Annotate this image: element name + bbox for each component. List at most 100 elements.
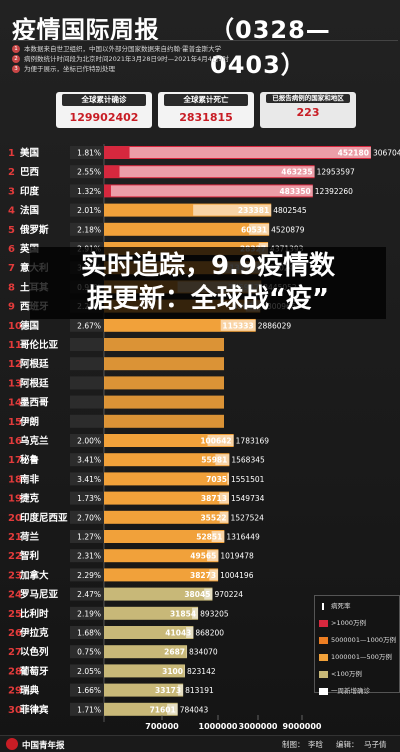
death-rate-cell xyxy=(70,414,104,428)
country-label: 法国 xyxy=(20,205,39,217)
country-label: 俄罗斯 xyxy=(19,224,49,236)
credit-designer-label: 制图： xyxy=(282,740,305,749)
publisher-logo-icon xyxy=(6,738,18,750)
bullet-1-icon: 1 xyxy=(12,45,20,53)
stat-total-deaths: 全球累计死亡 2831815 xyxy=(158,92,254,128)
death-rate-label: 3.41% xyxy=(77,475,101,484)
country-label: 巴西 xyxy=(20,167,40,178)
country-label: 阿根廷 xyxy=(20,358,49,370)
rank-label: 8 xyxy=(8,282,15,293)
total-label: 1783169 xyxy=(236,437,270,446)
total-bar xyxy=(104,530,225,543)
rank-label: 6 xyxy=(8,244,15,255)
rank-label: 16 xyxy=(8,436,22,447)
rank-label: 12 xyxy=(8,359,22,370)
rank-label: 21 xyxy=(8,532,22,543)
rank-label: 15 xyxy=(8,417,22,428)
weekly-label: 38273 xyxy=(190,571,216,580)
death-rate-cell xyxy=(70,376,104,390)
news-banner: 实时追踪，9.9疫情数 据更新：全球战“疫” xyxy=(30,247,386,319)
rank-label: 27 xyxy=(8,647,22,658)
death-rate-swatch-icon xyxy=(322,603,324,610)
country-label: 乌克兰 xyxy=(20,435,49,447)
weekly-bar xyxy=(193,204,272,216)
publisher-name: 中国青年报 xyxy=(22,741,65,751)
total-bar xyxy=(104,453,230,467)
header: 疫情国际周报 （0328—0403） 1 本数据来自世卫组织，中国以外部分国家数据… xyxy=(0,0,400,92)
death-rate-cell xyxy=(70,395,104,409)
weekly-label: 115333 xyxy=(222,321,253,330)
total-bar xyxy=(104,357,224,371)
x-tick-label: 1000000 xyxy=(199,722,238,731)
death-rate-cell xyxy=(70,184,104,198)
death-rate-cell xyxy=(70,683,104,697)
weekly-bar xyxy=(204,588,213,600)
swatch-icon xyxy=(319,620,328,627)
total-bar xyxy=(104,568,219,582)
bullet-2-icon: 2 xyxy=(12,55,20,63)
rank-label: 20 xyxy=(8,513,22,524)
death-rate-label: 2.05% xyxy=(77,667,101,676)
total-bar xyxy=(104,491,229,505)
death-rate-cell xyxy=(70,222,104,236)
rank-label: 2 xyxy=(8,167,15,178)
weekly-label: 38045 xyxy=(184,590,210,599)
country-label: 加拿大 xyxy=(19,569,49,581)
death-rate-cell xyxy=(70,434,104,447)
legend-item: 5000001—1000万例 xyxy=(315,634,399,647)
death-rate-label: 2.00% xyxy=(77,437,101,446)
total-label: 4520879 xyxy=(271,225,305,234)
weekly-bar xyxy=(207,550,219,562)
country-label: 伊拉克 xyxy=(19,627,49,639)
country-label: 菲律宾 xyxy=(20,704,49,716)
rank-label: 3 xyxy=(8,186,15,197)
weekly-label: 7035 xyxy=(206,475,227,484)
legend: 病死率 >1000万例 5000001—1000万例 1000001—500万例… xyxy=(314,595,400,695)
death-rate-cell xyxy=(70,165,104,179)
credit-editor-label: 编辑： xyxy=(336,740,359,749)
rank-label: 29 xyxy=(8,686,22,697)
total-bar xyxy=(104,472,230,486)
death-rate-cell xyxy=(70,318,104,332)
weekly-label: 52851 xyxy=(196,533,222,542)
weekly-bar xyxy=(167,703,178,715)
swatch-icon xyxy=(319,688,328,695)
rank-label: 17 xyxy=(8,455,22,466)
footer: 中国青年报 制图： 李晗 编辑： 马子倩 xyxy=(0,735,400,752)
rank-label: 5 xyxy=(8,225,15,236)
credit-designer: 李晗 xyxy=(308,740,323,749)
weekly-bar xyxy=(119,166,315,178)
weekly-label: 41043 xyxy=(165,629,191,638)
death-rate-cell xyxy=(70,530,104,543)
country-label: 罗马尼亚 xyxy=(20,590,59,601)
weekly-label: 2687 xyxy=(164,648,185,657)
death-rate-label: 1.81% xyxy=(77,149,101,158)
weekly-bar xyxy=(177,684,184,696)
country-label: 印度 xyxy=(20,185,40,197)
death-rate-label: 3.41% xyxy=(77,456,101,465)
total-bar xyxy=(104,606,199,620)
swatch-icon xyxy=(319,637,328,644)
death-rate-label: 1.27% xyxy=(77,533,101,542)
death-rate-cell xyxy=(70,626,104,639)
weekly-label: 31854 xyxy=(170,609,196,618)
credit-editor: 马子倩 xyxy=(364,740,387,749)
rank-label: 30 xyxy=(8,705,22,716)
death-rate-cell xyxy=(70,664,104,678)
total-label: 784043 xyxy=(180,705,209,714)
rank-label: 25 xyxy=(8,609,22,620)
weekly-label: 3100 xyxy=(162,667,183,676)
death-rate-label: 2.01% xyxy=(77,206,101,215)
country-label: 葡萄牙 xyxy=(19,665,49,677)
death-rate-label: 2.19% xyxy=(77,609,101,618)
total-label: 1549734 xyxy=(231,494,265,503)
total-label: 1551501 xyxy=(231,475,265,484)
death-rate-label: 2.55% xyxy=(77,168,101,177)
legend-item: 病死率 xyxy=(315,600,399,613)
total-label: 970224 xyxy=(214,590,243,599)
weekly-bar xyxy=(227,473,230,485)
rank-label: 18 xyxy=(8,474,22,485)
total-label: 813191 xyxy=(185,686,214,695)
weekly-label: 233381 xyxy=(238,206,269,215)
legend-item: <100万例 xyxy=(315,668,399,681)
